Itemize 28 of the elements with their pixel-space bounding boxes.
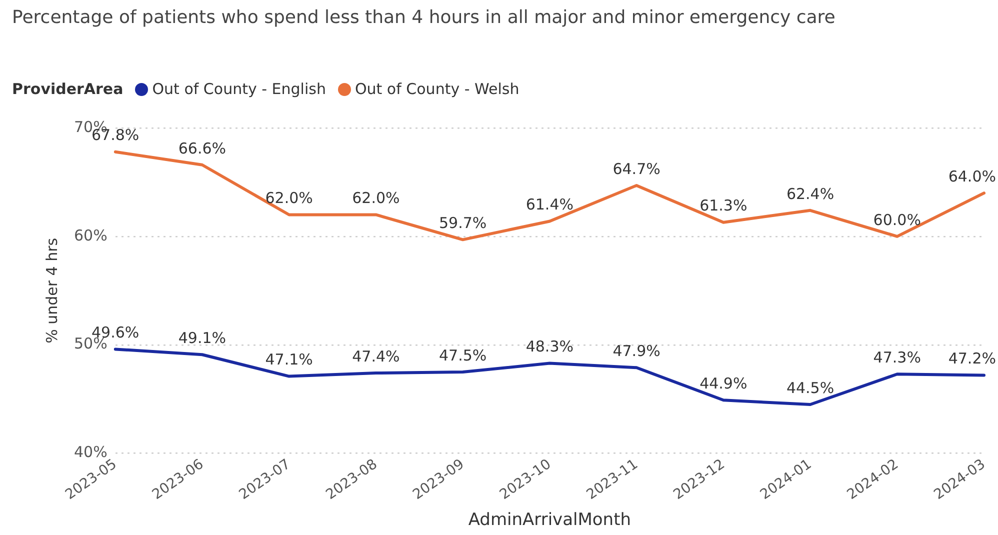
data-label: 59.7%: [438, 214, 487, 232]
data-label: 44.5%: [786, 378, 834, 397]
y-tick-label: 40%: [74, 443, 108, 462]
data-label: 47.2%: [948, 350, 996, 368]
chart-title: Percentage of patients who spend less than 4 hours in all major and minor emergency care: [12, 6, 836, 29]
data-label: 62.0%: [352, 189, 400, 208]
data-label: 61.4%: [526, 196, 574, 214]
data-label: 62.4%: [786, 184, 834, 203]
data-label: 66.6%: [178, 139, 226, 158]
data-label: 62.0%: [265, 189, 313, 208]
legend-label: Out of County - English: [152, 80, 326, 98]
data-label: 47.9%: [612, 342, 660, 360]
data-label: 61.3%: [700, 196, 748, 215]
data-label: 47.4%: [352, 347, 400, 366]
data-label: 60.0%: [873, 210, 921, 229]
data-label: 47.1%: [265, 350, 313, 369]
data-label: 64.0%: [948, 167, 996, 186]
data-label: 48.3%: [526, 338, 574, 356]
y-tick-label: 60%: [74, 226, 108, 244]
data-label: 49.1%: [178, 329, 226, 348]
legend-label: Out of County - Welsh: [354, 80, 520, 98]
data-label: 64.7%: [612, 160, 660, 178]
data-label: 47.5%: [438, 346, 487, 364]
y-axis-title: % under 4 hrs: [42, 238, 61, 344]
data-label: 44.9%: [700, 374, 748, 393]
x-axis-title: AdminArrivalMonth: [468, 510, 632, 530]
data-label: 47.3%: [873, 348, 921, 367]
legend-title: ProviderArea: [12, 80, 124, 98]
